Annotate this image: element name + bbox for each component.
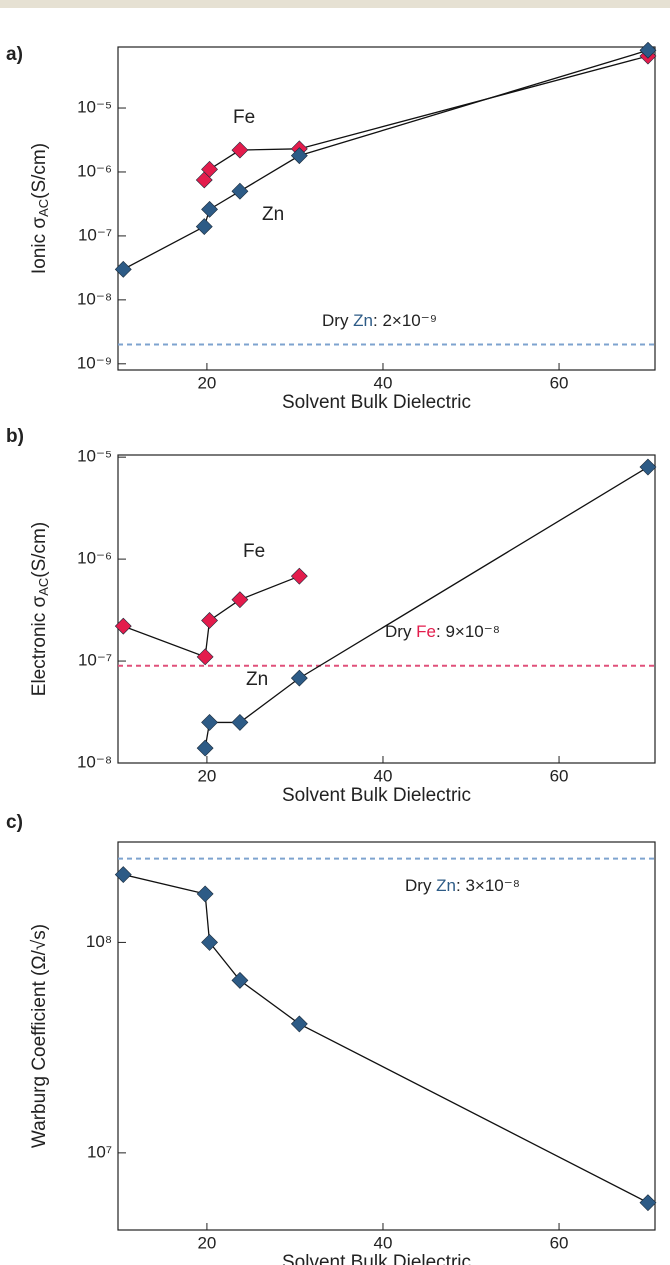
x-tick-label: 40 bbox=[374, 373, 393, 392]
x-tick-label: 40 bbox=[374, 1233, 393, 1252]
data-point bbox=[201, 612, 218, 629]
series-line bbox=[204, 466, 649, 749]
y-tick-label: 10⁻⁷ bbox=[78, 225, 112, 244]
y-axis-label-part: (S/cm) bbox=[29, 143, 50, 199]
y-axis-label: Electronic σAC(S/cm) bbox=[29, 522, 51, 696]
data-point bbox=[639, 41, 657, 59]
reference-label: Dry Zn: 2×10⁻⁹ bbox=[322, 311, 437, 330]
data-point bbox=[201, 200, 218, 218]
y-axis-label-part: (S/cm) bbox=[29, 522, 50, 578]
plot-frame bbox=[117, 841, 656, 1231]
data-point bbox=[231, 714, 249, 731]
x-tick-label: 60 bbox=[550, 1233, 569, 1252]
plot-frame bbox=[117, 46, 656, 371]
y-tick-label: 10⁻⁶ bbox=[77, 549, 112, 568]
y-axis-label-part: Electronic σ bbox=[29, 596, 50, 697]
y-tick-label: 10⁸ bbox=[86, 932, 112, 951]
x-tick-label: 20 bbox=[197, 766, 216, 785]
data-point bbox=[231, 591, 249, 609]
series-label: Zn bbox=[262, 204, 284, 225]
y-tick-label: 10⁻⁷ bbox=[78, 651, 112, 670]
top-strip bbox=[0, 0, 670, 8]
y-axis-label-part: Warburg Coefficient (Ω/√s) bbox=[29, 924, 50, 1148]
x-axis-label: Solvent Bulk Dielectric bbox=[282, 1252, 471, 1265]
data-point bbox=[290, 669, 308, 687]
series-label: Fe bbox=[233, 107, 255, 128]
data-point bbox=[639, 1194, 657, 1212]
y-axis-label: Warburg Coefficient (Ω/√s) bbox=[29, 924, 50, 1148]
data-point bbox=[290, 1015, 308, 1033]
y-tick-label: 10⁻⁵ bbox=[77, 98, 112, 117]
data-point bbox=[114, 260, 132, 278]
reference-label-part: Zn bbox=[436, 876, 456, 895]
series-line bbox=[122, 49, 649, 270]
y-tick-label: 10⁻⁵ bbox=[77, 447, 112, 466]
data-point bbox=[196, 648, 214, 666]
data-point bbox=[114, 866, 132, 884]
y-axis-label-part: AC bbox=[36, 578, 51, 596]
series-line bbox=[123, 873, 649, 1204]
series-label: Fe bbox=[243, 541, 265, 562]
x-axis-label: Solvent Bulk Dielectric bbox=[282, 785, 471, 806]
data-point bbox=[639, 458, 657, 476]
x-tick-label: 60 bbox=[550, 766, 569, 785]
reference-label-part: Fe bbox=[416, 622, 436, 641]
data-point bbox=[196, 739, 214, 757]
reference-label: Dry Zn: 3×10⁻⁸ bbox=[405, 876, 520, 895]
y-tick-label: 10⁻⁸ bbox=[77, 752, 112, 771]
y-tick-label: 10⁻⁹ bbox=[77, 353, 112, 372]
reference-label-part: : 2×10⁻⁹ bbox=[373, 311, 437, 330]
data-point bbox=[290, 567, 308, 585]
panel-label: b) bbox=[6, 426, 24, 447]
y-axis-label: Ionic σAC(S/cm) bbox=[29, 143, 51, 274]
y-tick-label: 10⁷ bbox=[87, 1142, 112, 1161]
y-tick-label: 10⁻⁸ bbox=[77, 289, 112, 308]
data-point bbox=[290, 147, 308, 165]
reference-label-part: : 9×10⁻⁸ bbox=[436, 622, 500, 641]
reference-label-part: Dry bbox=[322, 311, 353, 330]
data-point bbox=[114, 617, 132, 635]
y-axis-label-part: Ionic σ bbox=[29, 217, 50, 274]
x-tick-label: 60 bbox=[550, 373, 569, 392]
data-point bbox=[201, 160, 218, 178]
reference-label-part: : 3×10⁻⁸ bbox=[456, 876, 520, 895]
x-tick-label: 20 bbox=[197, 1233, 216, 1252]
series-label: Zn bbox=[246, 669, 268, 690]
reference-label-part: Dry bbox=[385, 622, 416, 641]
data-point bbox=[201, 933, 218, 951]
data-point bbox=[201, 714, 218, 731]
reference-label-part: Dry bbox=[405, 876, 436, 895]
x-axis-label: Solvent Bulk Dielectric bbox=[282, 392, 471, 413]
data-point bbox=[231, 971, 249, 989]
y-axis-label-part: AC bbox=[36, 199, 51, 217]
data-point bbox=[231, 141, 249, 159]
x-tick-label: 20 bbox=[197, 373, 216, 392]
y-tick-label: 10⁻⁶ bbox=[77, 161, 112, 180]
panel-label: a) bbox=[6, 44, 23, 65]
data-point bbox=[195, 218, 213, 235]
data-point bbox=[196, 885, 214, 903]
data-point bbox=[231, 182, 249, 200]
panel-label: c) bbox=[6, 812, 23, 833]
x-tick-label: 40 bbox=[374, 766, 393, 785]
reference-label: Dry Fe: 9×10⁻⁸ bbox=[385, 622, 500, 641]
plot-frame bbox=[117, 454, 656, 764]
reference-label-part: Zn bbox=[353, 311, 373, 330]
